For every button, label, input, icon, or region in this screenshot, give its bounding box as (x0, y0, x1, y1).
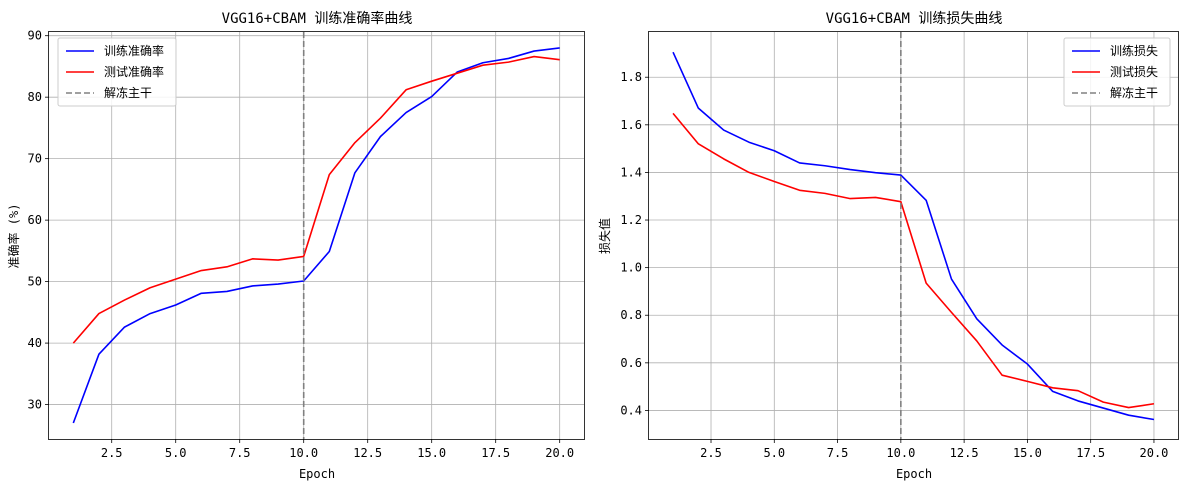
loss-chart: VGG16+CBAM 训练损失曲线 2.5 5.0 7.5 10.0 12.5 15.0 1… (597, 11, 1179, 481)
x-tick-label: 7.5 (229, 446, 251, 460)
chart-title: VGG16+CBAM 训练准确率曲线 (222, 10, 413, 27)
x-tick-label: 17.5 (481, 446, 510, 460)
y-tick-label: 60 (28, 213, 42, 227)
legend-label-unfreeze: 解冻主干 (1110, 85, 1158, 100)
y-axis: 0.4 0.6 0.8 1.0 1.2 1.4 1.6 1.8 (620, 70, 649, 417)
legend-label-train: 训练准确率 (104, 43, 164, 58)
x-tick-label: 17.5 (1076, 446, 1105, 460)
legend-frame (57, 37, 177, 107)
x-tick-label: 5.0 (763, 446, 785, 460)
x-tick-label: 20.0 (1140, 446, 1169, 460)
y-tick-label: 1.4 (620, 165, 642, 179)
legend-frame (1063, 37, 1171, 107)
x-axis: 2.5 5.0 7.5 10.0 12.5 15.0 17.5 20.0 (101, 439, 574, 460)
test-series-line (72, 55, 560, 344)
x-axis-label: Epoch (896, 467, 932, 481)
test-series-line (672, 112, 1155, 409)
x-tick-label: 12.5 (950, 446, 979, 460)
y-tick-label: 50 (28, 275, 42, 289)
x-tick-label: 15.0 (1013, 446, 1042, 460)
legend-label-test: 测试损失 (1110, 64, 1158, 79)
y-axis-label: 损失值 (597, 218, 612, 254)
gridlines (649, 32, 1178, 439)
legend-label-test: 测试准确率 (104, 64, 164, 79)
x-axis-label: Epoch (299, 467, 335, 481)
legend: 训练损失 测试损失 解冻主干 (1063, 37, 1171, 107)
x-tick-label: 10.0 (886, 446, 915, 460)
legend-label-train: 训练损失 (1110, 43, 1158, 58)
y-tick-label: 1.0 (620, 261, 642, 275)
plot-area (672, 32, 1155, 439)
y-tick-label: 80 (28, 90, 42, 104)
y-tick-label: 0.8 (620, 308, 642, 322)
y-tick-label: 70 (28, 152, 42, 166)
x-tick-label: 5.0 (165, 446, 187, 460)
y-tick-label: 0.4 (620, 403, 642, 417)
x-tick-label: 15.0 (417, 446, 446, 460)
y-tick-label: 1.8 (620, 70, 642, 84)
x-tick-label: 2.5 (101, 446, 123, 460)
x-tick-label: 12.5 (353, 446, 382, 460)
axes-frame (48, 31, 585, 440)
plot-area (72, 32, 560, 439)
y-tick-label: 1.2 (620, 213, 642, 227)
x-axis: 2.5 5.0 7.5 10.0 12.5 15.0 17.5 20.0 (700, 439, 1168, 460)
chart-title: VGG16+CBAM 训练损失曲线 (826, 11, 1003, 27)
legend-label-unfreeze: 解冻主干 (104, 85, 152, 100)
y-tick-label: 0.6 (620, 356, 642, 370)
train-series-line (72, 47, 560, 424)
x-tick-label: 10.0 (289, 446, 318, 460)
accuracy-chart: VGG16+CBAM 训练准确率曲线 2.5 5.0 7.5 10.0 12.5 15.0… (6, 10, 585, 481)
x-tick-label: 20.0 (545, 446, 574, 460)
y-axis: 30 40 50 60 70 80 90 (28, 29, 49, 412)
y-axis-label: 准确率 (%) (6, 204, 21, 269)
legend: 训练准确率 测试准确率 解冻主干 (57, 37, 177, 107)
y-tick-label: 40 (28, 336, 42, 350)
axes-frame (648, 31, 1179, 440)
x-tick-label: 2.5 (700, 446, 722, 460)
y-tick-label: 30 (28, 398, 42, 412)
x-tick-label: 7.5 (827, 446, 849, 460)
y-tick-label: 1.6 (620, 118, 642, 132)
y-tick-label: 90 (28, 29, 42, 43)
train-series-line (672, 51, 1155, 421)
